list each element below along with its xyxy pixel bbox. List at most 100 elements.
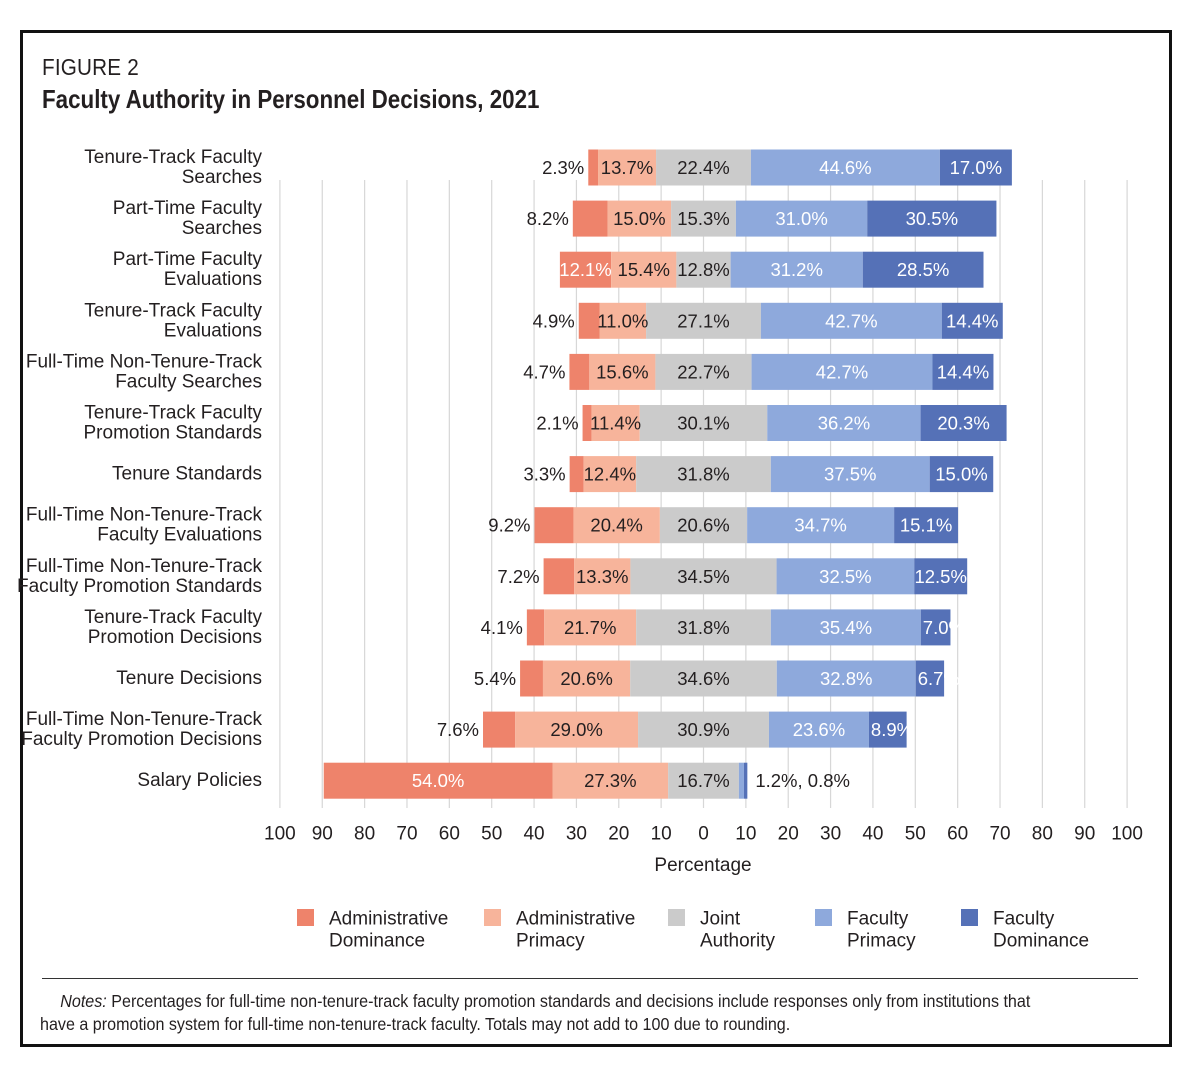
data-label: 15.0% bbox=[613, 208, 665, 229]
bar-segment bbox=[569, 456, 584, 493]
bar-segment bbox=[770, 609, 921, 646]
data-label: 12.1% bbox=[559, 259, 611, 280]
x-tick-label: 70 bbox=[396, 824, 417, 845]
bar-segment bbox=[768, 711, 869, 748]
bar-segment bbox=[939, 149, 1012, 186]
data-label: 8.2% bbox=[527, 208, 569, 229]
notes-lead: Notes: bbox=[60, 991, 107, 1011]
data-label: 15.3% bbox=[677, 208, 729, 229]
bar-segment bbox=[941, 302, 1003, 339]
svg-text:Searches: Searches bbox=[182, 167, 262, 188]
x-tick-label: 10 bbox=[735, 824, 756, 845]
bar-segment bbox=[582, 405, 592, 441]
notes: Notes: Percentages for full-time non-ten… bbox=[40, 990, 1061, 1036]
data-label: 12.8% bbox=[677, 259, 729, 280]
svg-text:Part-Time Faculty: Part-Time Faculty bbox=[113, 198, 263, 219]
data-label: 20.4% bbox=[590, 515, 642, 536]
legend-label: Faculty bbox=[993, 909, 1055, 930]
data-label: 42.7% bbox=[816, 361, 868, 382]
data-label: 5.4% bbox=[474, 668, 516, 689]
x-tick-label: 40 bbox=[523, 824, 544, 845]
bar-segment bbox=[552, 762, 669, 799]
bar-segment bbox=[932, 353, 994, 390]
data-label: 42.7% bbox=[825, 310, 877, 331]
legend-swatch bbox=[297, 909, 314, 926]
legend-swatch bbox=[484, 909, 501, 926]
data-label: 6.7% bbox=[918, 668, 960, 689]
bar-segment bbox=[591, 405, 640, 441]
data-label: 20.6% bbox=[560, 668, 612, 689]
notes-text: Percentages for full-time non-tenure-tra… bbox=[40, 991, 1031, 1034]
data-label: 28.5% bbox=[897, 259, 949, 280]
x-tick-label: 30 bbox=[566, 824, 587, 845]
bar-segment bbox=[747, 507, 895, 544]
figure-label: FIGURE 2 bbox=[42, 54, 139, 80]
legend-label: Primacy bbox=[847, 931, 916, 952]
bar-segment bbox=[676, 251, 731, 288]
data-label: 15.1% bbox=[900, 515, 952, 536]
data-label: 3.3% bbox=[523, 464, 565, 485]
data-label: 37.5% bbox=[824, 464, 876, 485]
bar-segment bbox=[569, 353, 590, 390]
bar-segment bbox=[659, 507, 748, 544]
bar-segment bbox=[534, 507, 574, 544]
data-label: 27.1% bbox=[677, 310, 729, 331]
legend-label: Joint bbox=[700, 909, 741, 930]
bar-segment bbox=[767, 405, 921, 441]
data-label: 20.6% bbox=[677, 515, 729, 536]
data-label: 31.8% bbox=[677, 617, 729, 638]
svg-text:Tenure Standards: Tenure Standards bbox=[112, 464, 262, 485]
data-label: 44.6% bbox=[819, 157, 871, 178]
legend-label: Administrative bbox=[516, 909, 635, 930]
data-label: 34.7% bbox=[794, 515, 846, 536]
bar-segment bbox=[751, 353, 933, 390]
legend-swatch bbox=[815, 909, 832, 926]
svg-text:Faculty Promotion Standards: Faculty Promotion Standards bbox=[17, 576, 262, 597]
bar-segment bbox=[914, 558, 968, 595]
svg-text:Faculty Searches: Faculty Searches bbox=[115, 371, 262, 392]
svg-text:Part-Time Faculty: Part-Time Faculty bbox=[113, 249, 263, 270]
x-tick-label: 50 bbox=[481, 824, 502, 845]
bar-segment bbox=[730, 251, 863, 288]
bar-segment bbox=[578, 302, 600, 339]
bar-segment bbox=[630, 660, 777, 697]
data-label: 32.8% bbox=[820, 668, 872, 689]
data-label: 34.6% bbox=[677, 668, 729, 689]
legend-label: Administrative bbox=[329, 909, 448, 930]
data-label: 34.5% bbox=[677, 566, 729, 587]
data-label: 13.3% bbox=[576, 566, 628, 587]
bar-segment bbox=[776, 660, 916, 697]
data-label: 31.2% bbox=[770, 259, 822, 280]
legend: AdministrativeDominanceAdministrativePri… bbox=[297, 909, 1089, 952]
legend-swatch bbox=[961, 909, 978, 926]
bar-segment bbox=[929, 456, 994, 493]
data-label: 2.3% bbox=[542, 157, 584, 178]
data-label: 22.4% bbox=[677, 157, 729, 178]
svg-text:Salary Policies: Salary Policies bbox=[137, 770, 262, 791]
x-tick-label: 80 bbox=[1032, 824, 1053, 845]
bar-segment bbox=[920, 405, 1007, 441]
svg-text:Promotion Decisions: Promotion Decisions bbox=[88, 627, 262, 648]
data-label: 14.4% bbox=[946, 310, 998, 331]
data-label: 11.0% bbox=[597, 310, 648, 331]
svg-text:Tenure-Track Faculty: Tenure-Track Faculty bbox=[84, 300, 262, 321]
legend-label: Authority bbox=[700, 931, 775, 952]
bar-segment bbox=[574, 558, 631, 595]
bar-segment bbox=[894, 507, 959, 544]
x-tick-label: 60 bbox=[947, 824, 968, 845]
data-label: 27.3% bbox=[584, 770, 636, 791]
legend-label: Dominance bbox=[993, 931, 1089, 952]
bar-segment bbox=[543, 558, 575, 595]
svg-text:Tenure-Track Faculty: Tenure-Track Faculty bbox=[84, 607, 262, 628]
